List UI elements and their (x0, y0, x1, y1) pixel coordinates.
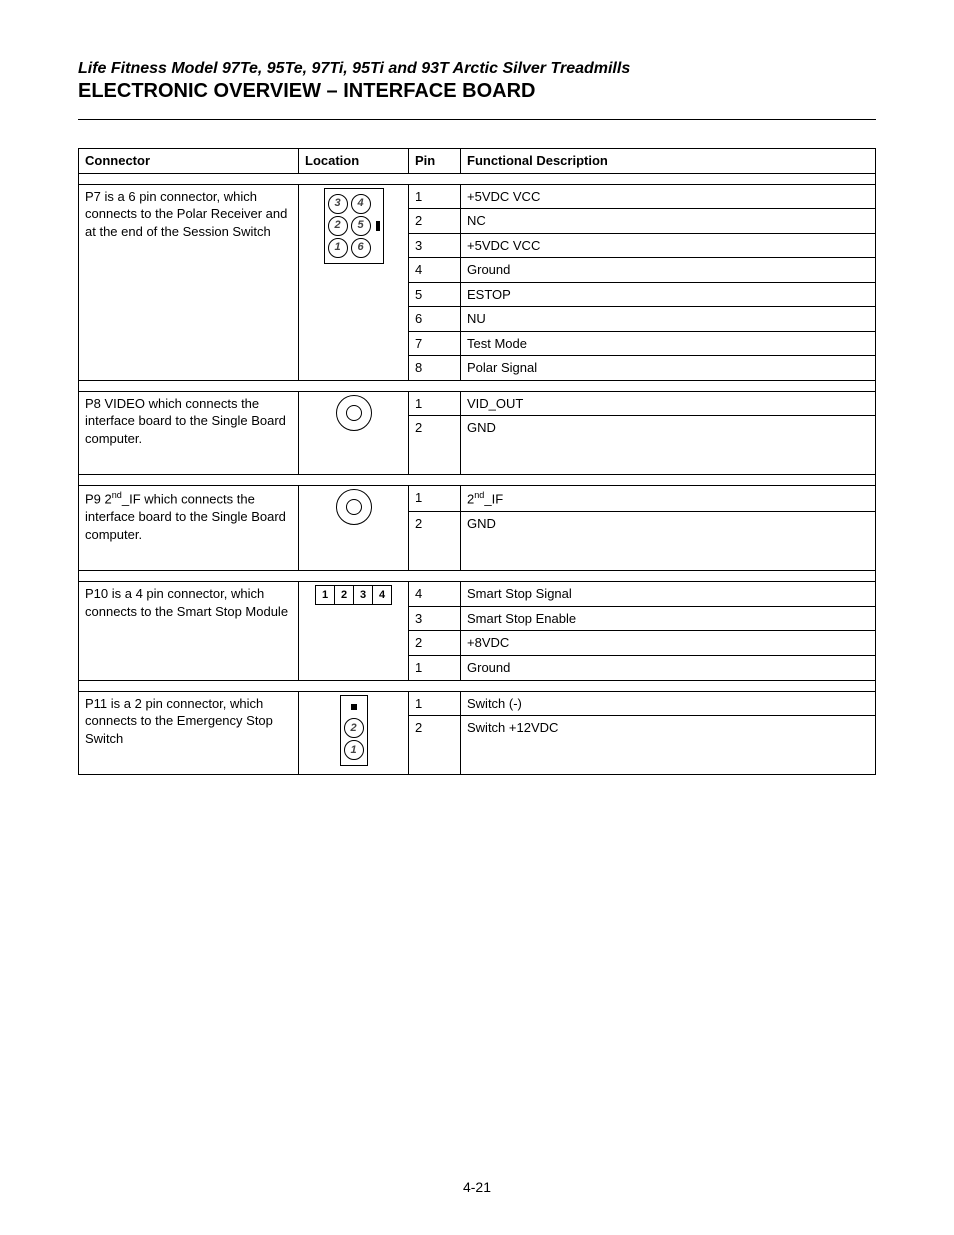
description-cell: Ground (461, 258, 876, 283)
table-header-row: Connector Location Pin Functional Descri… (79, 149, 876, 174)
location-cell: 1234 (299, 582, 409, 680)
connector-cell: P7 is a 6 pin connector, which connects … (79, 184, 299, 380)
pin-cell: 2 (409, 716, 461, 775)
pin-cell: 1 (409, 691, 461, 716)
description-cell: ESTOP (461, 282, 876, 307)
pin-cell: 5 (409, 282, 461, 307)
connector-6pin-icon: 342516 (324, 188, 384, 264)
col-description: Functional Description (461, 149, 876, 174)
connector-cell: P8 VIDEO which connects the interface bo… (79, 391, 299, 475)
spacer-row (79, 173, 876, 184)
page: Life Fitness Model 97Te, 95Te, 97Ti, 95T… (0, 0, 954, 1235)
pin-cell: 3 (409, 233, 461, 258)
pin-cell: 1 (409, 486, 461, 512)
description-cell: +5VDC VCC (461, 233, 876, 258)
section-title: ELECTRONIC OVERVIEW – INTERFACE BOARD (78, 80, 876, 103)
pin-cell: 4 (409, 258, 461, 283)
table-row: P7 is a 6 pin connector, which connects … (79, 184, 876, 209)
connector-cell: P10 is a 4 pin connector, which connects… (79, 582, 299, 680)
description-cell: Smart Stop Enable (461, 606, 876, 631)
pin-cell: 2 (409, 512, 461, 571)
table-body: P7 is a 6 pin connector, which connects … (79, 173, 876, 775)
connector-cell: P9 2nd_IF which connects the interface b… (79, 486, 299, 571)
col-location: Location (299, 149, 409, 174)
connector-coax-icon (336, 489, 372, 525)
pin-cell: 6 (409, 307, 461, 332)
pin-cell: 1 (409, 184, 461, 209)
connector-4pin-icon: 1234 (315, 585, 392, 605)
pin-cell: 8 (409, 356, 461, 381)
spacer-row (79, 571, 876, 582)
description-cell: Smart Stop Signal (461, 582, 876, 607)
connector-table: Connector Location Pin Functional Descri… (78, 148, 876, 775)
pin-cell: 2 (409, 631, 461, 656)
table-row: P9 2nd_IF which connects the interface b… (79, 486, 876, 512)
location-cell: 21 (299, 691, 409, 775)
connector-cell: P11 is a 2 pin connector, which connects… (79, 691, 299, 775)
pin-cell: 3 (409, 606, 461, 631)
pin-cell: 1 (409, 391, 461, 416)
table-row: P10 is a 4 pin connector, which connects… (79, 582, 876, 607)
table-row: P8 VIDEO which connects the interface bo… (79, 391, 876, 416)
col-pin: Pin (409, 149, 461, 174)
description-cell: Polar Signal (461, 356, 876, 381)
description-cell: Switch +12VDC (461, 716, 876, 775)
header-rule (78, 119, 876, 120)
connector-2pin-icon: 21 (340, 695, 368, 767)
connector-coax-icon (336, 395, 372, 431)
spacer-row (79, 475, 876, 486)
location-cell: 342516 (299, 184, 409, 380)
description-cell: GND (461, 416, 876, 475)
pin-cell: 1 (409, 655, 461, 680)
spacer-row (79, 680, 876, 691)
pin-cell: 2 (409, 209, 461, 234)
model-line: Life Fitness Model 97Te, 95Te, 97Ti, 95T… (78, 60, 876, 78)
pin-cell: 7 (409, 331, 461, 356)
description-cell: Switch (-) (461, 691, 876, 716)
description-cell: +5VDC VCC (461, 184, 876, 209)
page-number: 4-21 (0, 1179, 954, 1195)
description-cell: 2nd_IF (461, 486, 876, 512)
pin-cell: 4 (409, 582, 461, 607)
pin-cell: 2 (409, 416, 461, 475)
description-cell: NU (461, 307, 876, 332)
location-cell (299, 391, 409, 475)
description-cell: Test Mode (461, 331, 876, 356)
description-cell: Ground (461, 655, 876, 680)
description-cell: NC (461, 209, 876, 234)
description-cell: GND (461, 512, 876, 571)
location-cell (299, 486, 409, 571)
description-cell: +8VDC (461, 631, 876, 656)
description-cell: VID_OUT (461, 391, 876, 416)
spacer-row (79, 380, 876, 391)
col-connector: Connector (79, 149, 299, 174)
table-row: P11 is a 2 pin connector, which connects… (79, 691, 876, 716)
